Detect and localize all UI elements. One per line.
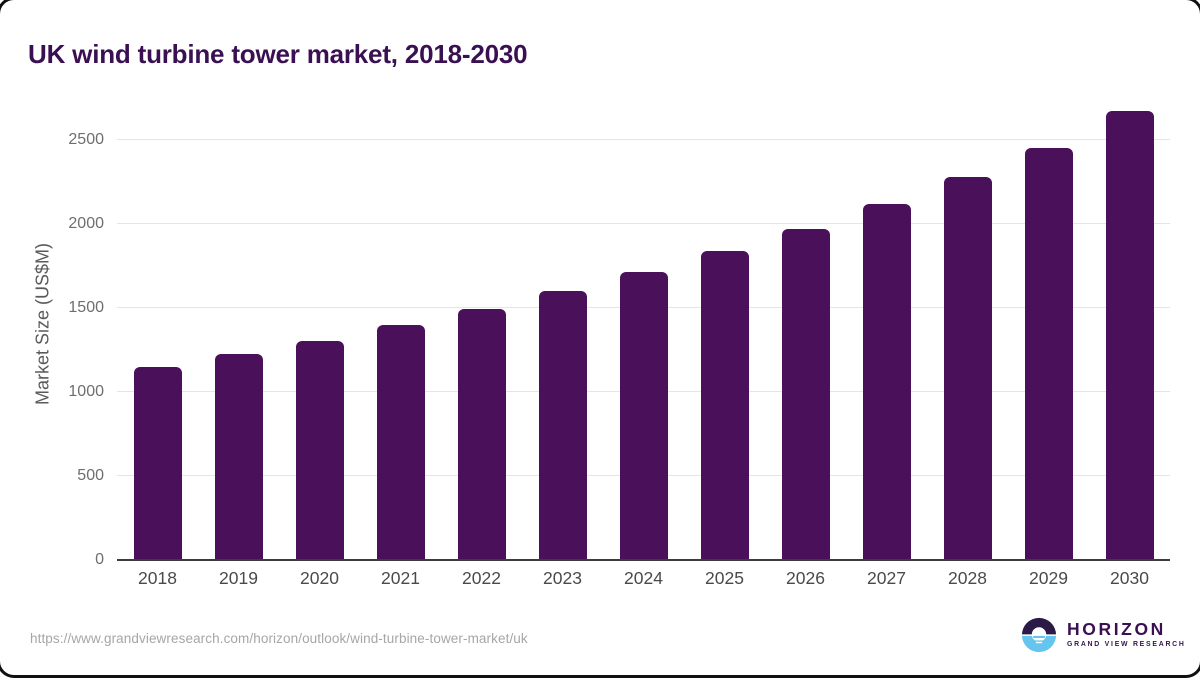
source-url-text: https://www.grandviewresearch.com/horizo… <box>30 631 528 646</box>
bar-slot-2024 <box>603 103 684 560</box>
x-tick-label-2027: 2027 <box>867 568 906 588</box>
y-tick-label-1500: 1500 <box>68 299 104 317</box>
x-axis-line <box>117 559 1170 561</box>
plot-area <box>117 103 1170 561</box>
bar-2018[interactable] <box>133 367 182 560</box>
y-axis-tick-labels: 0 500 1000 1500 2000 2500 <box>0 103 104 568</box>
horizon-logo-name: HORIZON <box>1067 619 1166 640</box>
bar-2020[interactable] <box>295 340 344 560</box>
bar-2027[interactable] <box>862 204 911 560</box>
bar-2023[interactable] <box>538 291 587 560</box>
bar-slot-2026 <box>765 103 846 560</box>
bar-2022[interactable] <box>457 309 506 560</box>
x-tick-label-2020: 2020 <box>300 568 339 588</box>
bar-slot-2022 <box>441 103 522 560</box>
x-tick-label-2024: 2024 <box>624 568 663 588</box>
bar-slot-2027 <box>846 103 927 560</box>
bar-2028[interactable] <box>943 177 992 560</box>
x-tick-label-2026: 2026 <box>786 568 825 588</box>
bar-slot-2029 <box>1008 103 1089 560</box>
bar-slot-2021 <box>360 103 441 560</box>
horizon-logo-text: HORIZON GRAND VIEW RESEARCH <box>1067 621 1186 649</box>
x-tick-label-2030: 2030 <box>1110 568 1149 588</box>
y-tick-label-2500: 2500 <box>68 131 104 149</box>
y-tick-label-0: 0 <box>95 551 104 568</box>
gridline-2500 <box>117 139 1170 141</box>
bar-2025[interactable] <box>700 251 749 560</box>
x-tick-label-2028: 2028 <box>948 568 987 588</box>
bar-series <box>117 103 1170 560</box>
x-tick-label-2018: 2018 <box>138 568 177 588</box>
bar-2030[interactable] <box>1105 111 1154 560</box>
x-tick-label-2022: 2022 <box>462 568 501 588</box>
horizon-logo-icon <box>1021 617 1057 653</box>
chart-title: UK wind turbine tower market, 2018-2030 <box>28 39 528 70</box>
x-tick-label-2025: 2025 <box>705 568 744 588</box>
bar-slot-2018 <box>117 103 198 560</box>
x-tick-label-2023: 2023 <box>543 568 582 588</box>
bar-slot-2025 <box>684 103 765 560</box>
horizon-logo-subtitle: GRAND VIEW RESEARCH <box>1067 641 1186 649</box>
x-axis-tick-labels: 2018 2019 2020 2021 2022 2023 2024 2025 2026 2027… <box>117 568 1170 589</box>
bar-slot-2028 <box>927 103 1008 560</box>
y-tick-label-2000: 2000 <box>68 215 104 233</box>
bar-slot-2023 <box>522 103 603 560</box>
bar-slot-2019 <box>198 103 279 560</box>
gridline-2000 <box>117 223 1170 225</box>
x-tick-label-2019: 2019 <box>219 568 258 588</box>
y-tick-label-500: 500 <box>77 467 104 485</box>
horizon-logo: HORIZON GRAND VIEW RESEARCH <box>1020 616 1186 654</box>
bar-2029[interactable] <box>1024 147 1073 560</box>
x-tick-label-2021: 2021 <box>381 568 420 588</box>
x-tick-label-2029: 2029 <box>1029 568 1068 588</box>
bar-2026[interactable] <box>781 228 830 560</box>
bar-2024[interactable] <box>619 272 668 560</box>
bar-2019[interactable] <box>214 354 263 560</box>
bar-slot-2020 <box>279 103 360 560</box>
y-tick-label-1000: 1000 <box>68 383 104 401</box>
bar-2021[interactable] <box>376 325 425 560</box>
bar-slot-2030 <box>1089 103 1170 560</box>
